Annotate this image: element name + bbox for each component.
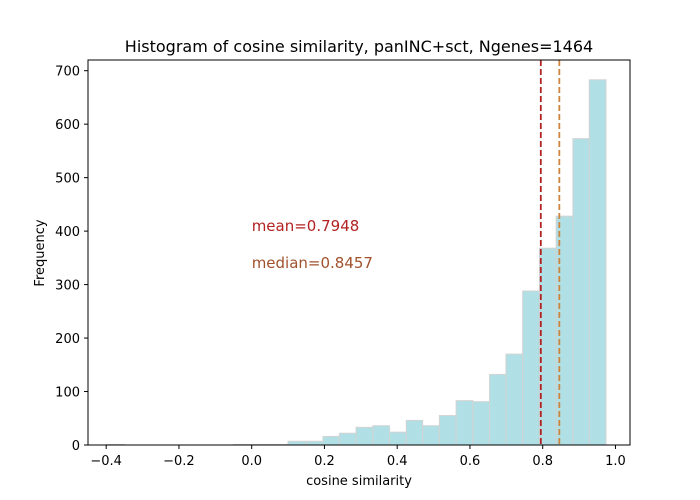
x-tick-label: 0.4	[387, 454, 408, 469]
median-annotation: median=0.8457	[252, 254, 373, 272]
x-tick-label: 0.6	[460, 454, 481, 469]
plot-frame	[87, 59, 631, 446]
histogram-bar	[287, 440, 307, 446]
histogram-bar	[338, 432, 357, 446]
x-tick-label: 1.0	[605, 454, 626, 469]
chart-title: Histogram of cosine similarity, panINC+s…	[125, 37, 593, 56]
y-tick-label: 400	[55, 225, 80, 240]
x-tick-label: −0.4	[90, 454, 122, 469]
histogram-bar	[538, 247, 557, 446]
x-tick-label: 0.8	[532, 454, 553, 469]
histogram-bar	[588, 79, 607, 446]
mean-annotation: mean=0.7948	[252, 217, 360, 235]
histogram-bar	[472, 401, 491, 446]
histogram-bar	[322, 435, 340, 446]
y-tick-label: 100	[55, 386, 80, 401]
histogram-bar	[422, 425, 440, 446]
y-tick-label: 700	[55, 65, 80, 80]
histogram-bar	[389, 431, 407, 446]
histogram-bar	[572, 138, 590, 446]
y-tick-label: 500	[55, 172, 80, 187]
x-tick-label: 0.0	[241, 454, 262, 469]
histogram-bar	[372, 425, 391, 446]
bars-group	[105, 79, 607, 446]
histogram-bar	[522, 290, 540, 446]
y-axis-label: Frequency	[33, 219, 48, 286]
histogram-bar	[355, 426, 374, 446]
x-tick-label: 0.2	[314, 454, 335, 469]
histogram-bar	[405, 419, 424, 446]
histogram-bar	[489, 373, 507, 446]
y-tick-label: 0	[72, 439, 80, 454]
y-tick-label: 200	[55, 332, 80, 347]
y-axis-ticks: 0 100 200 300 400 500 600 700	[55, 65, 88, 454]
histogram-bar	[455, 400, 474, 446]
x-axis-ticks: −0.4 −0.2 0.0 0.2 0.4 0.6 0.8 1.0	[90, 445, 626, 469]
reference-lines	[539, 60, 561, 445]
histogram-bar	[305, 440, 324, 446]
x-tick-label: −0.2	[163, 454, 195, 469]
y-tick-label: 300	[55, 279, 80, 294]
histogram-bar	[505, 353, 524, 446]
annotations-group: mean=0.7948 median=0.8457	[252, 217, 373, 272]
y-tick-label: 600	[55, 118, 80, 133]
x-axis-label: cosine similarity	[306, 474, 412, 489]
histogram-bar	[438, 415, 457, 446]
